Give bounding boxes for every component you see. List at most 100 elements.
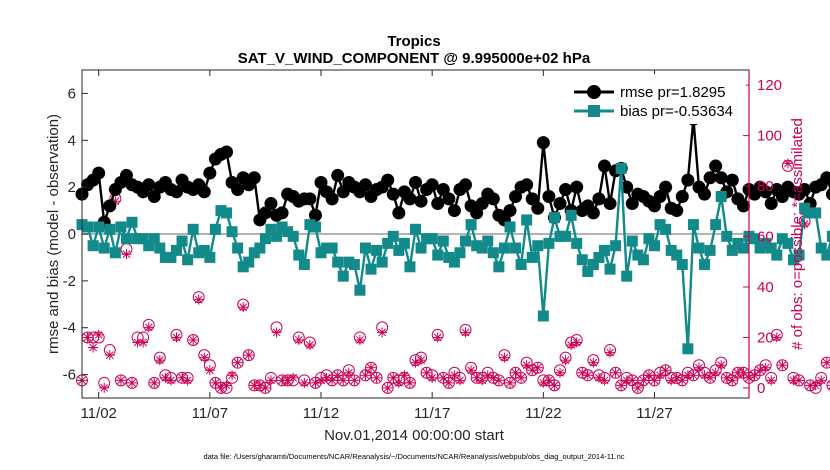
bias-point [426, 233, 438, 245]
bias-point [293, 249, 305, 261]
obs-assimilated-point [349, 375, 360, 386]
rmse-point [314, 175, 328, 189]
rmse-point [681, 173, 695, 187]
obs-assimilated-point [127, 377, 138, 388]
rmse-point [119, 168, 133, 182]
bias-point [621, 270, 633, 282]
obs-assimilated-point [466, 365, 477, 376]
obs-assimilated-point [632, 382, 643, 393]
bias-point [148, 233, 160, 245]
rmse-point [559, 182, 573, 196]
obs-assimilated-point [366, 362, 377, 373]
bias-point [348, 258, 360, 270]
bias-point [104, 223, 116, 235]
bias-point [315, 247, 327, 259]
bias-point [510, 242, 522, 254]
bias-point [137, 233, 149, 245]
obs-assimilated-point [88, 342, 99, 353]
legend-bias-marker [588, 105, 600, 117]
rmse-point [825, 188, 830, 201]
obs-assimilated-point [443, 377, 454, 388]
obs-assimilated-point [221, 380, 232, 391]
obs-possible-point [609, 366, 622, 379]
y-left-tick-label: 4 [68, 132, 76, 149]
obs-assimilated-point [493, 375, 504, 386]
rmse-point [470, 206, 484, 220]
legend-rmse-marker [587, 85, 601, 99]
bias-point [660, 223, 672, 235]
rmse-point [169, 185, 183, 199]
bias-point [415, 242, 427, 254]
obs-assimilated-point [104, 350, 115, 361]
obs-assimilated-point [277, 375, 288, 386]
obs-assimilated-point [771, 332, 782, 343]
bias-point [548, 212, 560, 224]
bias-point [554, 230, 566, 242]
obs-assimilated-point [560, 355, 571, 366]
obs-possible-point [231, 356, 244, 369]
bias-point [610, 240, 622, 252]
obs-assimilated-point [93, 329, 104, 340]
obs-assimilated-point [243, 350, 254, 361]
obs-assimilated-point [249, 380, 260, 391]
bias-point [699, 258, 711, 270]
bias-point [737, 242, 749, 254]
y-axis-left-label: rmse and bias (model - observation) [45, 114, 62, 354]
obs-assimilated-point [660, 365, 671, 376]
obs-assimilated-point [393, 377, 404, 388]
bias-point [226, 226, 238, 238]
bias-point [676, 258, 688, 270]
bias-point [359, 242, 371, 254]
bias-point [159, 251, 171, 263]
y-left-tick-label: -2 [63, 273, 76, 290]
obs-assimilated-point [760, 362, 771, 373]
y-right-tick-label: 40 [757, 279, 774, 296]
obs-assimilated-point [304, 340, 315, 351]
rmse-point [409, 175, 422, 189]
rmse-point [625, 197, 639, 211]
bias-point [693, 242, 705, 254]
obs-assimilated-point [115, 375, 126, 386]
obs-assimilated-point [371, 372, 382, 383]
bias-point [710, 219, 722, 231]
x-tick-label: 11/02 [80, 405, 116, 422]
obs-possible-point [348, 374, 361, 387]
rmse-point [103, 199, 117, 213]
obs-assimilated-point [354, 334, 365, 345]
rmse-point [698, 187, 712, 201]
bias-point [632, 249, 644, 261]
bias-point [498, 242, 510, 254]
bias-point [232, 242, 244, 254]
bias-point [776, 233, 788, 245]
bias-point [221, 207, 233, 219]
bias-point [410, 223, 421, 235]
bias-point [643, 233, 655, 245]
obs-assimilated-point [199, 352, 210, 363]
rmse-point [736, 199, 750, 213]
bias-point [598, 244, 610, 256]
bias-point [793, 249, 805, 261]
bias-point [387, 230, 399, 242]
rmse-point [392, 206, 406, 220]
bias-point [304, 219, 316, 231]
bias-point [343, 256, 355, 268]
obs-possible-point [515, 371, 528, 384]
bias-point [209, 223, 221, 235]
bias-point [565, 209, 577, 221]
obs-assimilated-point [260, 382, 271, 393]
bias-point [443, 251, 455, 263]
obs-assimilated-point [649, 375, 660, 386]
bias-point [243, 256, 255, 268]
bias-point [198, 244, 210, 256]
bias-point [704, 244, 716, 256]
obs-possible-point [126, 376, 139, 389]
y-axis-left: -6 -4 -2 0 2 4 6 [63, 85, 88, 384]
chart-title: Tropics [387, 33, 440, 50]
bias-point [337, 270, 349, 282]
rmse-point [531, 201, 545, 215]
y-right-tick-label: 0 [757, 380, 765, 397]
legend: rmse pr=1.8295 bias pr=-0.53634 [563, 74, 746, 124]
bias-point [465, 219, 477, 231]
x-tick-label: 11/07 [192, 405, 228, 422]
rmse-point [258, 206, 272, 220]
